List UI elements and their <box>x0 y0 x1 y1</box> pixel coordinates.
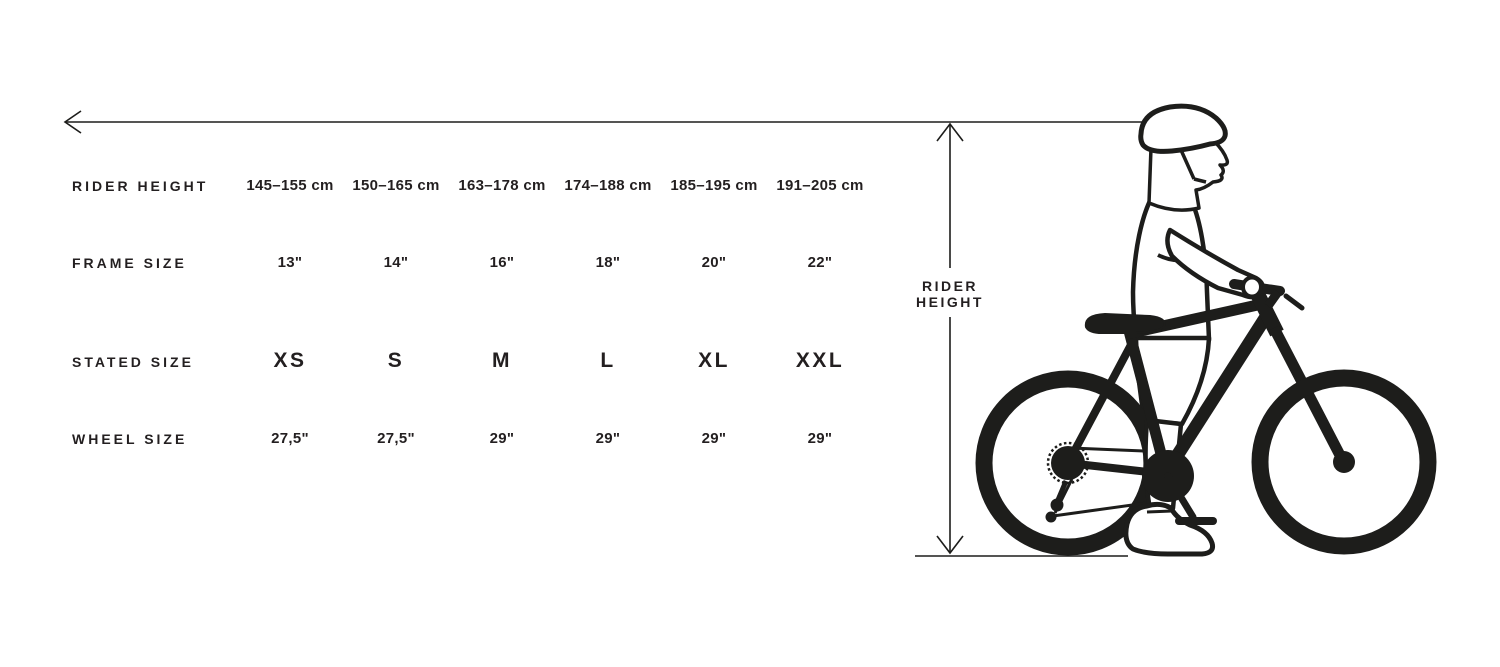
measure-lines <box>63 110 1143 557</box>
measure-label-line1: RIDER <box>921 278 979 294</box>
front-wheel <box>1251 369 1437 555</box>
down-tube <box>1160 308 1275 477</box>
helmet-strap <box>1179 149 1207 184</box>
row-label-frame-size: FRAME SIZE <box>72 255 187 271</box>
cell: S <box>387 349 405 372</box>
cell: XXL <box>795 349 845 372</box>
rider-face <box>1147 139 1230 212</box>
cell: 13" <box>277 254 303 271</box>
cell: 20" <box>701 254 727 271</box>
cell: 163–178 cm <box>458 177 546 194</box>
row-label-wheel-size: WHEEL SIZE <box>72 431 188 447</box>
cell: 18" <box>595 254 621 271</box>
seat-stay <box>1064 339 1137 465</box>
seat-tube <box>1122 325 1172 475</box>
cell: 16" <box>489 254 515 271</box>
cell: 174–188 cm <box>564 177 652 194</box>
cell: 29" <box>595 430 621 447</box>
derailleur-jockey-lower <box>1045 511 1057 523</box>
cell: L <box>600 349 616 372</box>
cell: 145–155 cm <box>246 177 334 194</box>
down-arrowhead-icon <box>936 535 964 555</box>
front-hub <box>1333 451 1355 473</box>
cell: 191–205 cm <box>776 177 864 194</box>
cell: 185–195 cm <box>670 177 758 194</box>
cell: 27,5" <box>271 430 309 447</box>
rider-height-measure-label: RIDER HEIGHT <box>898 278 1002 310</box>
cell: XS <box>273 349 307 372</box>
cell: 150–165 cm <box>352 177 440 194</box>
rider-hand <box>1241 275 1263 299</box>
stem <box>1264 289 1282 309</box>
cell: 29" <box>807 430 833 447</box>
head-tube <box>1250 289 1284 337</box>
cell: M <box>492 349 512 372</box>
cell: 29" <box>489 430 515 447</box>
table-row-frame-size: 13" 14" 16" 18" 20" 22" <box>237 254 873 272</box>
crank-arm <box>1164 472 1197 521</box>
left-arrowhead-icon <box>63 110 82 134</box>
bicycle-front <box>1084 279 1437 555</box>
hand-icon <box>1241 275 1263 299</box>
table-row-wheel-size: 27,5" 27,5" 29" 29" 29" 29" <box>237 430 873 448</box>
cell: 22" <box>807 254 833 271</box>
brake-lever <box>1283 293 1305 311</box>
cell: 29" <box>701 430 727 447</box>
cassette-teeth <box>1046 441 1090 485</box>
row-label-rider-height: RIDER HEIGHT <box>72 178 209 194</box>
cell: 14" <box>383 254 409 271</box>
derailleur-arm <box>1055 480 1069 501</box>
derailleur-jockey-upper <box>1050 498 1064 512</box>
table-row-rider-height: 145–155 cm 150–165 cm 163–178 cm 174–188… <box>237 177 873 195</box>
cell: 27,5" <box>377 430 415 447</box>
rider-shoe <box>1123 501 1215 557</box>
saddle <box>1084 312 1166 334</box>
cell: XL <box>698 349 730 372</box>
sock-line <box>1146 509 1173 514</box>
rider-figure <box>1130 103 1265 427</box>
helmet-icon <box>1138 103 1228 154</box>
measure-label-line2: HEIGHT <box>916 294 984 310</box>
up-arrowhead-icon <box>936 122 964 142</box>
row-label-stated-size: STATED SIZE <box>72 354 194 370</box>
cassette <box>1051 446 1085 480</box>
table-row-stated-size: XS S M L XL XXL <box>237 349 873 373</box>
